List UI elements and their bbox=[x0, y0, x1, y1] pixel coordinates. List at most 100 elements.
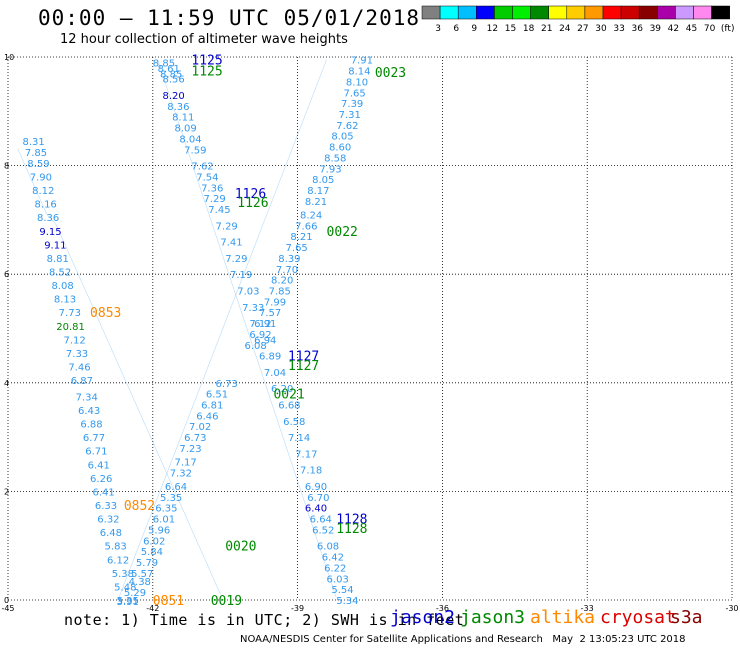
wave-height-label: 7.99 bbox=[264, 297, 286, 308]
wave-height-label: 7.93 bbox=[319, 164, 341, 175]
wave-height-label: 20.81 bbox=[56, 322, 85, 333]
legend-label: 21 bbox=[541, 24, 552, 34]
wave-height-label: 6.08 bbox=[245, 341, 267, 352]
wave-height-label: 8.11 bbox=[172, 113, 194, 124]
wave-height-label: 5.35 bbox=[160, 493, 182, 504]
wave-height-label: 8.36 bbox=[37, 213, 59, 224]
wave-height-label: 5.83 bbox=[105, 542, 127, 553]
wave-height-label: 6.40 bbox=[305, 504, 327, 515]
wave-height-label: 7.59 bbox=[184, 145, 206, 156]
wave-height-label: 7.45 bbox=[208, 205, 230, 216]
legend-label: 33 bbox=[613, 24, 624, 34]
legend-swatch bbox=[675, 5, 694, 20]
legend-swatch bbox=[512, 5, 531, 20]
satellite-tracks bbox=[17, 59, 337, 598]
color-legend: 3 6 9 12 15 18 21 24 27 30 33 36 39 42 45 70 (ft) bbox=[421, 5, 734, 34]
wave-height-label: 7.33 bbox=[242, 303, 264, 314]
wave-height-label: 5.48 bbox=[114, 582, 136, 593]
y-tick-label: 6 bbox=[4, 270, 9, 279]
wave-height-label: 8.05 bbox=[331, 132, 353, 143]
wave-height-label: 7.54 bbox=[196, 172, 218, 183]
wave-height-label: 5.34 bbox=[336, 596, 358, 607]
wave-height-label: 5.54 bbox=[331, 585, 353, 596]
units-note: note: 1) Time is in UTC; 2) SWH is in fe… bbox=[64, 611, 465, 629]
wave-height-label: 7.41 bbox=[220, 238, 242, 249]
legend-label: 27 bbox=[577, 24, 588, 34]
wave-height-label: 7.90 bbox=[30, 172, 52, 183]
wave-height-label: 7.29 bbox=[203, 194, 225, 205]
wave-height-label: 7.33 bbox=[66, 349, 88, 360]
wave-height-label: 7.31 bbox=[339, 110, 361, 121]
wave-height-label: 7.85 bbox=[25, 148, 47, 159]
wave-height-label: 6.22 bbox=[324, 563, 346, 574]
wave-height-label: 6.92 bbox=[249, 330, 271, 341]
wave-height-label: 6.35 bbox=[155, 504, 177, 515]
wave-height-label: 8.16 bbox=[35, 200, 57, 211]
wave-height-label: 8.81 bbox=[47, 254, 69, 265]
wave-height-label: 6.43 bbox=[78, 406, 100, 417]
page-title: 00:00 – 11:59 UTC 05/01/2018 bbox=[38, 6, 421, 30]
wave-height-label: 7.29 bbox=[216, 221, 238, 232]
legend-label: 18 bbox=[523, 24, 535, 34]
wave-height-values: 8.858.618.858.568.208.368.118.098.047.59… bbox=[22, 56, 372, 608]
wave-height-label: 7.17 bbox=[175, 458, 197, 469]
legend-swatch bbox=[421, 5, 441, 20]
wave-height-label: 6.32 bbox=[97, 515, 119, 526]
wave-height-label: 8.58 bbox=[324, 153, 346, 164]
wave-height-label: 6.02 bbox=[143, 536, 165, 547]
satellite-s3a: s3a bbox=[670, 607, 703, 628]
satellite-jason2: jason2 bbox=[390, 607, 456, 628]
legend-label: 42 bbox=[668, 24, 679, 34]
legend-label: 39 bbox=[650, 24, 662, 34]
wave-height-label: 7.70 bbox=[276, 265, 298, 276]
wave-height-label: 6.08 bbox=[317, 542, 339, 553]
map-grid bbox=[7, 56, 733, 601]
credit-line: NOAA/NESDIS Center for Satellite Applica… bbox=[240, 634, 686, 645]
wave-height-label: 7.57 bbox=[259, 308, 281, 319]
wave-height-label: 6.20 bbox=[271, 384, 293, 395]
wave-height-label: 6.89 bbox=[259, 352, 281, 363]
wave-height-label: 6.77 bbox=[83, 433, 105, 444]
wave-height-label: 5.57 bbox=[131, 569, 153, 580]
wave-height-label: 6.94 bbox=[254, 335, 276, 346]
wave-height-label: 6.70 bbox=[307, 493, 329, 504]
y-tick-label: 2 bbox=[4, 487, 9, 496]
pass-time-label: 1125 bbox=[191, 65, 222, 80]
wave-height-label: 6.41 bbox=[92, 487, 114, 498]
wave-height-label: 6.81 bbox=[201, 401, 223, 412]
satellite-altika: altika bbox=[530, 607, 596, 628]
wave-height-label: 7.85 bbox=[269, 286, 291, 297]
wave-height-label: 6.64 bbox=[310, 515, 332, 526]
pass-time-label: 0852 bbox=[124, 499, 155, 514]
wave-height-label: 7.65 bbox=[343, 88, 365, 99]
wave-height-label: 7.17 bbox=[295, 449, 317, 460]
wave-height-label: 5.79 bbox=[136, 558, 158, 569]
pass-time-label: 1128 bbox=[336, 522, 367, 537]
y-tick-label: 4 bbox=[4, 379, 9, 388]
wave-height-label: 9.11 bbox=[44, 240, 66, 251]
wave-height-label: 8.21 bbox=[290, 232, 312, 243]
legend-label: 9 bbox=[471, 24, 477, 34]
wave-height-label: 7.39 bbox=[341, 99, 363, 110]
wave-height-label: 7.14 bbox=[288, 433, 310, 444]
wave-height-label: 6.73 bbox=[184, 433, 206, 444]
wave-height-label: 7.02 bbox=[189, 422, 211, 433]
legend-label: 6 bbox=[453, 24, 459, 34]
wave-height-label: 8.39 bbox=[278, 254, 300, 265]
legend-swatch bbox=[494, 5, 513, 20]
wave-height-label: 6.12 bbox=[107, 555, 129, 566]
generated-timestamp: May 2 13:05:23 UTC 2018 bbox=[552, 634, 686, 645]
wave-height-label: 8.05 bbox=[312, 175, 334, 186]
legend-label: 30 bbox=[595, 24, 607, 34]
wave-height-label: 8.17 bbox=[307, 186, 329, 197]
wave-height-label: 5.84 bbox=[141, 547, 163, 558]
wave-height-label: 8.09 bbox=[175, 124, 197, 135]
wave-height-label: 7.36 bbox=[201, 183, 223, 194]
wave-height-label: 8.04 bbox=[179, 134, 201, 145]
pass-time-label: 0023 bbox=[375, 66, 406, 81]
wave-height-label: 7.03 bbox=[237, 286, 259, 297]
wave-height-label: 8.12 bbox=[32, 186, 54, 197]
legend-label: 45 bbox=[686, 24, 697, 34]
wave-height-label: 5.29 bbox=[124, 588, 146, 599]
